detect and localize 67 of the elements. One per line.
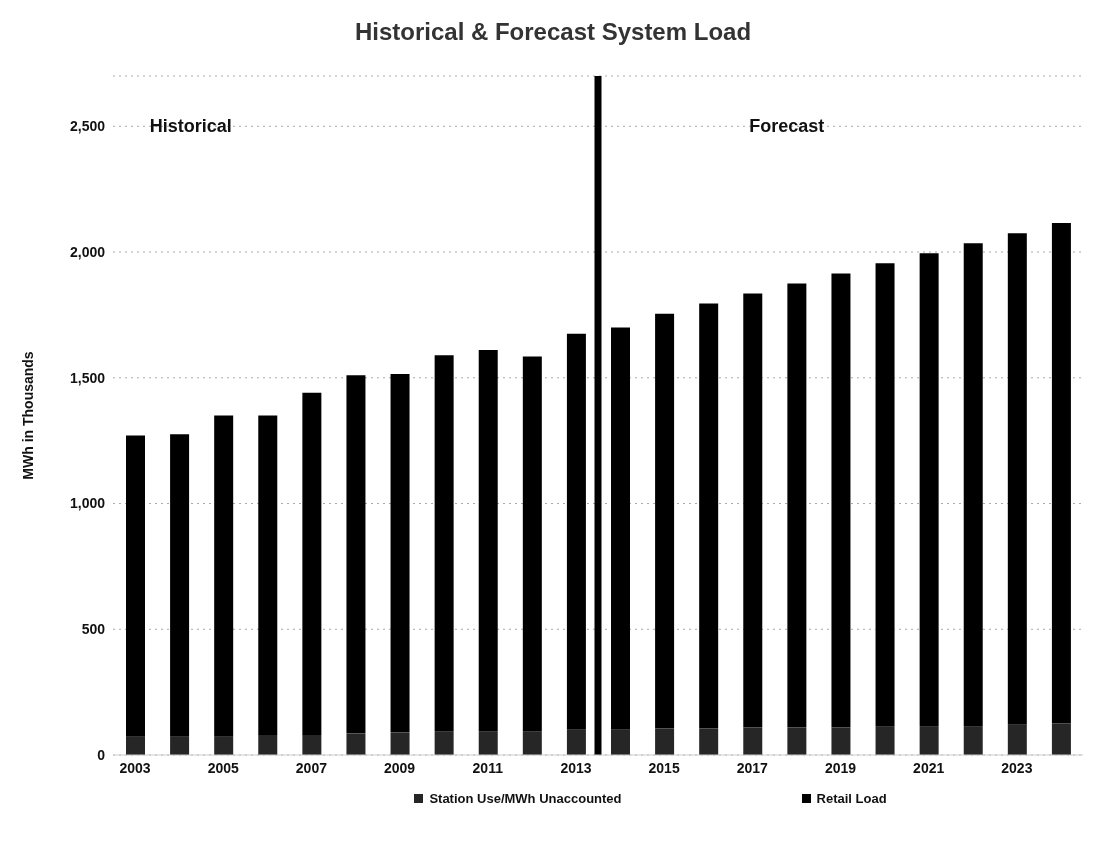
bar [434,731,454,755]
bar [919,726,939,755]
bar [1007,233,1027,725]
bar [963,726,983,755]
bar [478,731,498,755]
bar [1007,724,1027,755]
bar [831,273,851,728]
bar [919,253,939,727]
bar [1051,223,1071,724]
x-tick-label: 2005 [207,759,240,776]
x-tick-label: 2017 [736,759,769,776]
x-tick-label: 2003 [119,759,151,776]
bar [522,731,542,755]
y-tick-label: 2,000 [69,244,106,261]
bar [699,728,719,755]
legend-label: Retail Load [815,791,887,806]
x-tick-label: 2019 [824,759,857,776]
bar [1051,723,1071,755]
bar [170,736,190,755]
x-tick-label: 2023 [1001,759,1033,776]
y-tick-label: 2,500 [69,118,106,135]
bar [611,327,630,730]
bar [655,313,675,729]
bar [831,727,851,755]
bar [566,333,586,730]
y-tick-label: 500 [81,621,106,638]
bar [478,350,498,732]
y-tick-label: 0 [97,746,106,763]
annotation: Historical [149,116,232,137]
bar [390,732,410,755]
bar [126,435,145,737]
bar [787,727,807,755]
bar [522,356,542,732]
bar [611,729,630,755]
bar [346,375,366,734]
y-axis-title: MWh in Thousands [19,351,36,480]
x-tick-label: 2009 [384,759,416,776]
x-tick-label: 2013 [560,759,592,776]
chart-title: Historical & Forecast System Load [353,18,753,46]
bar [963,243,983,727]
bar [655,728,675,755]
bar [699,303,719,729]
bar [346,733,366,755]
x-tick-label: 2015 [648,759,680,776]
bar [302,734,322,755]
y-tick-label: 1,500 [69,369,106,386]
annotation: Forecast [749,116,825,137]
bar [258,415,278,735]
bar [875,726,895,755]
bar [743,727,763,755]
bar [434,355,454,732]
bar [214,415,234,737]
bar [743,293,763,728]
bar [566,729,586,755]
bar [302,392,322,735]
x-tick-label: 2011 [472,759,504,776]
bar [390,374,410,733]
bar [126,736,145,755]
bar [787,283,807,728]
bar [258,734,278,755]
bar [170,434,190,737]
legend-label: Station Use/MWh Unaccounted [428,791,622,806]
y-tick-label: 1,000 [69,495,106,512]
x-tick-label: 2007 [295,759,328,776]
bar [875,263,895,727]
bar [214,736,234,755]
x-tick-label: 2021 [913,759,945,776]
